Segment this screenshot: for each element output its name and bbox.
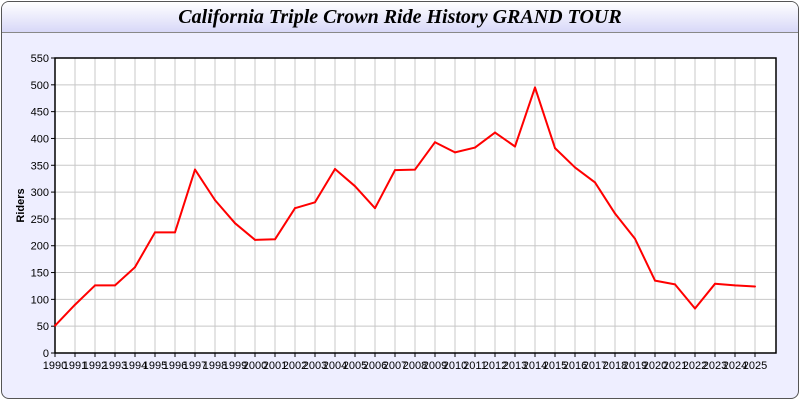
data-point xyxy=(594,181,596,184)
x-tick-label: 2025 xyxy=(743,360,767,372)
y-tick-label: 250 xyxy=(31,214,49,226)
data-point xyxy=(134,266,136,269)
x-tick-label: 1997 xyxy=(183,360,207,372)
data-point xyxy=(174,231,176,234)
data-point xyxy=(534,86,536,89)
x-tick-label: 2019 xyxy=(623,360,647,372)
x-tick-label: 2004 xyxy=(323,360,347,372)
data-point xyxy=(554,147,556,150)
x-tick-label: 2024 xyxy=(723,360,747,372)
data-point xyxy=(154,231,156,234)
data-point xyxy=(414,168,416,171)
data-point xyxy=(394,169,396,172)
data-point xyxy=(74,303,76,306)
data-point xyxy=(94,284,96,287)
chart-title: California Triple Crown Ride History GRA… xyxy=(178,6,622,28)
data-point xyxy=(214,199,216,202)
x-tick-label: 2016 xyxy=(563,360,587,372)
series-line xyxy=(54,86,756,327)
data-point xyxy=(734,284,736,287)
data-point xyxy=(374,207,376,210)
x-tick-label: 2012 xyxy=(483,360,507,372)
y-tick-label: 400 xyxy=(31,133,49,145)
x-tick-label: 1996 xyxy=(163,360,187,372)
data-point xyxy=(754,285,756,288)
x-tick-label: 2000 xyxy=(243,360,267,372)
y-tick-label: 300 xyxy=(31,187,49,199)
y-tick-label: 450 xyxy=(31,107,49,119)
x-tick-label: 2011 xyxy=(463,360,487,372)
y-tick-label: 0 xyxy=(43,348,49,360)
plot-border xyxy=(54,57,777,354)
y-tick-label: 100 xyxy=(31,294,49,306)
data-point xyxy=(574,166,576,169)
data-point xyxy=(294,207,296,210)
x-tick-label: 2001 xyxy=(263,360,287,372)
data-point xyxy=(54,324,56,327)
data-point xyxy=(714,282,716,285)
data-point xyxy=(254,238,256,241)
x-tick-label: 1999 xyxy=(223,360,247,372)
x-tick-label: 2007 xyxy=(383,360,407,372)
data-point xyxy=(514,145,516,148)
data-point xyxy=(194,168,196,171)
x-tick-label: 2015 xyxy=(543,360,567,372)
x-tick-label: 2009 xyxy=(423,360,447,372)
data-point xyxy=(654,279,656,282)
data-point xyxy=(274,238,276,241)
data-point xyxy=(494,131,496,134)
x-tick-label: 2008 xyxy=(403,360,427,372)
x-tick-label: 2002 xyxy=(283,360,307,372)
x-tick-label: 1992 xyxy=(83,360,107,372)
y-axis-label: Riders xyxy=(15,188,27,222)
x-tick-label: 2005 xyxy=(343,360,367,372)
x-tick-label: 1998 xyxy=(203,360,227,372)
data-point xyxy=(434,141,436,144)
y-tick-label: 150 xyxy=(31,268,49,280)
x-tick-label: 1990 xyxy=(43,360,67,372)
data-point xyxy=(674,283,676,286)
x-tick-label: 1994 xyxy=(123,360,147,372)
y-tick-label: 350 xyxy=(31,160,49,172)
y-tick-label: 500 xyxy=(31,80,49,92)
x-tick-label: 2006 xyxy=(363,360,387,372)
x-tick-label: 2010 xyxy=(443,360,467,372)
data-point xyxy=(454,151,456,154)
title-bar: California Triple Crown Ride History GRA… xyxy=(2,2,798,33)
data-point xyxy=(334,168,336,171)
x-tick-label: 2022 xyxy=(683,360,707,372)
data-point xyxy=(614,212,616,215)
x-tick-label: 2013 xyxy=(503,360,527,372)
x-tick-label: 2003 xyxy=(303,360,327,372)
data-point xyxy=(314,201,316,204)
data-point xyxy=(694,307,696,310)
data-point xyxy=(634,237,636,240)
y-tick-label: 50 xyxy=(37,321,49,333)
x-tick-label: 2018 xyxy=(603,360,627,372)
x-tick-label: 2017 xyxy=(583,360,607,372)
y-tick-label: 200 xyxy=(31,241,49,253)
x-tick-label: 1995 xyxy=(143,360,167,372)
x-tick-label: 1991 xyxy=(63,360,87,372)
x-tick-label: 2020 xyxy=(643,360,667,372)
data-point xyxy=(474,146,476,149)
x-tick-label: 2023 xyxy=(703,360,727,372)
y-tick-label: 550 xyxy=(31,53,49,65)
x-tick-label: 2021 xyxy=(663,360,687,372)
x-tick-label: 2014 xyxy=(523,360,547,372)
data-point xyxy=(354,185,356,188)
data-point xyxy=(114,284,116,287)
x-tick-label: 1993 xyxy=(103,360,127,372)
data-point xyxy=(234,222,236,225)
